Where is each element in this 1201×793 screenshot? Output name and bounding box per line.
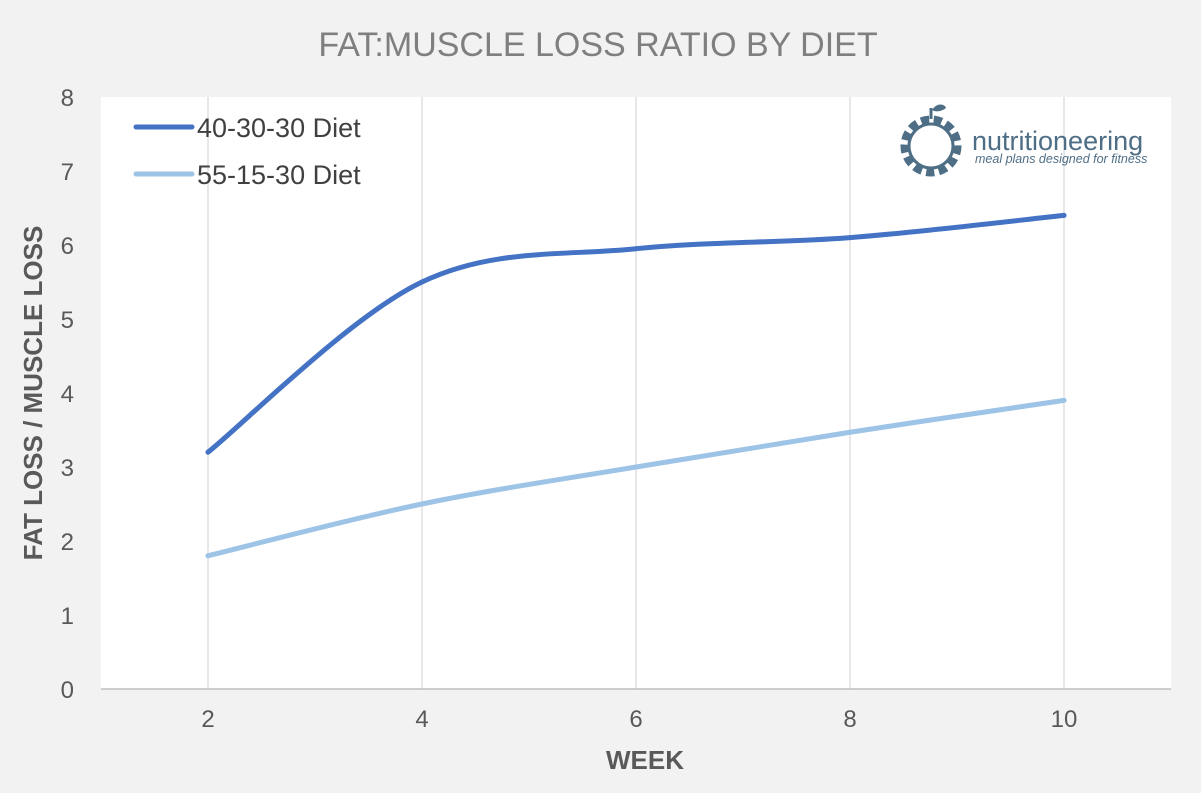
legend: 40-30-30 Diet 55-15-30 Diet (133, 113, 361, 190)
data-point (205, 449, 211, 455)
y-tick-label: 2 (61, 529, 74, 556)
x-tick-labels: 2 4 6 8 10 (201, 706, 1077, 733)
y-axis-label: FAT LOSS / MUSCLE LOSS (18, 226, 48, 561)
x-axis-label: WEEK (606, 745, 684, 775)
y-tick-label: 5 (61, 307, 74, 334)
x-tick-label: 10 (1051, 706, 1078, 733)
y-tick-label: 7 (61, 159, 74, 186)
gear-apple-icon (900, 104, 962, 177)
chart-title: FAT:MUSCLE LOSS RATIO BY DIET (318, 26, 877, 64)
brand-logo: nutritioneering meal plans designed for … (900, 104, 1147, 177)
series-lines (205, 212, 1067, 559)
y-tick-label: 4 (61, 381, 74, 408)
legend-label: 55-15-30 Diet (197, 160, 361, 190)
data-point (633, 246, 639, 252)
data-point (1061, 212, 1067, 218)
data-point (633, 464, 639, 470)
data-point (419, 501, 425, 507)
data-point (1061, 397, 1067, 403)
gridlines (207, 97, 1065, 689)
brand-name: nutritioneering (972, 126, 1143, 156)
y-tick-label: 6 (61, 233, 74, 260)
data-point (847, 429, 853, 435)
x-tick-label: 4 (415, 706, 428, 733)
brand-tagline: meal plans designed for fitness (975, 152, 1147, 166)
data-point (847, 235, 853, 241)
y-tick-label: 0 (61, 677, 74, 704)
y-tick-labels: 0 1 2 3 4 5 6 7 8 (61, 85, 74, 704)
data-point (419, 279, 425, 285)
y-tick-label: 8 (61, 85, 74, 112)
y-tick-label: 3 (61, 455, 74, 482)
y-tick-label: 1 (61, 603, 74, 630)
legend-label: 40-30-30 Diet (197, 113, 361, 143)
data-point (205, 553, 211, 559)
x-tick-label: 6 (629, 706, 642, 733)
x-tick-label: 2 (201, 706, 214, 733)
x-tick-label: 8 (843, 706, 856, 733)
